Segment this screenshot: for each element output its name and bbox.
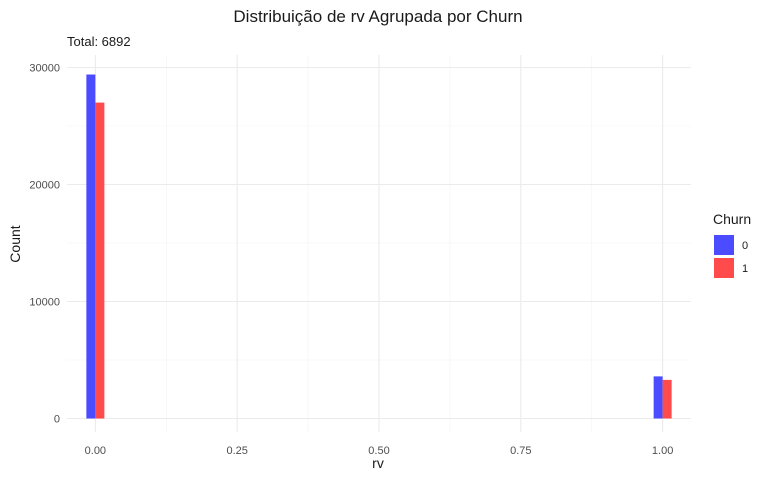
y-axis-label: Count: [7, 225, 23, 262]
bar-churn-0-x-0.00: [86, 74, 96, 419]
x-tick-label: 0.00: [85, 445, 106, 457]
x-tick-label: 0.25: [226, 445, 247, 457]
x-tick-labels: 0.00 0.25 0.50 0.75 1.00: [85, 445, 674, 457]
y-tick-label: 20000: [29, 180, 60, 192]
bars: [86, 74, 672, 419]
x-tick-label: 0.75: [510, 445, 531, 457]
legend-key-0: [714, 235, 734, 255]
legend: Churn 0 1: [713, 211, 751, 278]
legend-label-0: 0: [742, 240, 748, 252]
gridlines: [67, 55, 691, 432]
y-tick-label: 10000: [29, 297, 60, 309]
x-tick-label: 0.50: [368, 445, 389, 457]
x-tick-label: 1.00: [652, 445, 673, 457]
x-axis-label: rv: [372, 455, 384, 471]
y-tick-labels: 0 10000 20000 30000: [29, 63, 60, 426]
y-tick-label: 30000: [29, 63, 60, 75]
bar-churn-1-x-0.00: [95, 102, 105, 419]
chart-title: Distribuição de rv Agrupada por Churn: [233, 7, 522, 26]
bar-churn-1-x-1.00: [662, 379, 672, 419]
legend-label-1: 1: [742, 263, 748, 275]
chart-subtitle: Total: 6892: [67, 34, 131, 49]
bar-churn-0-x-1.00: [653, 376, 663, 419]
legend-title: Churn: [713, 211, 751, 227]
legend-key-1: [714, 258, 734, 278]
y-tick-label: 0: [54, 414, 60, 426]
